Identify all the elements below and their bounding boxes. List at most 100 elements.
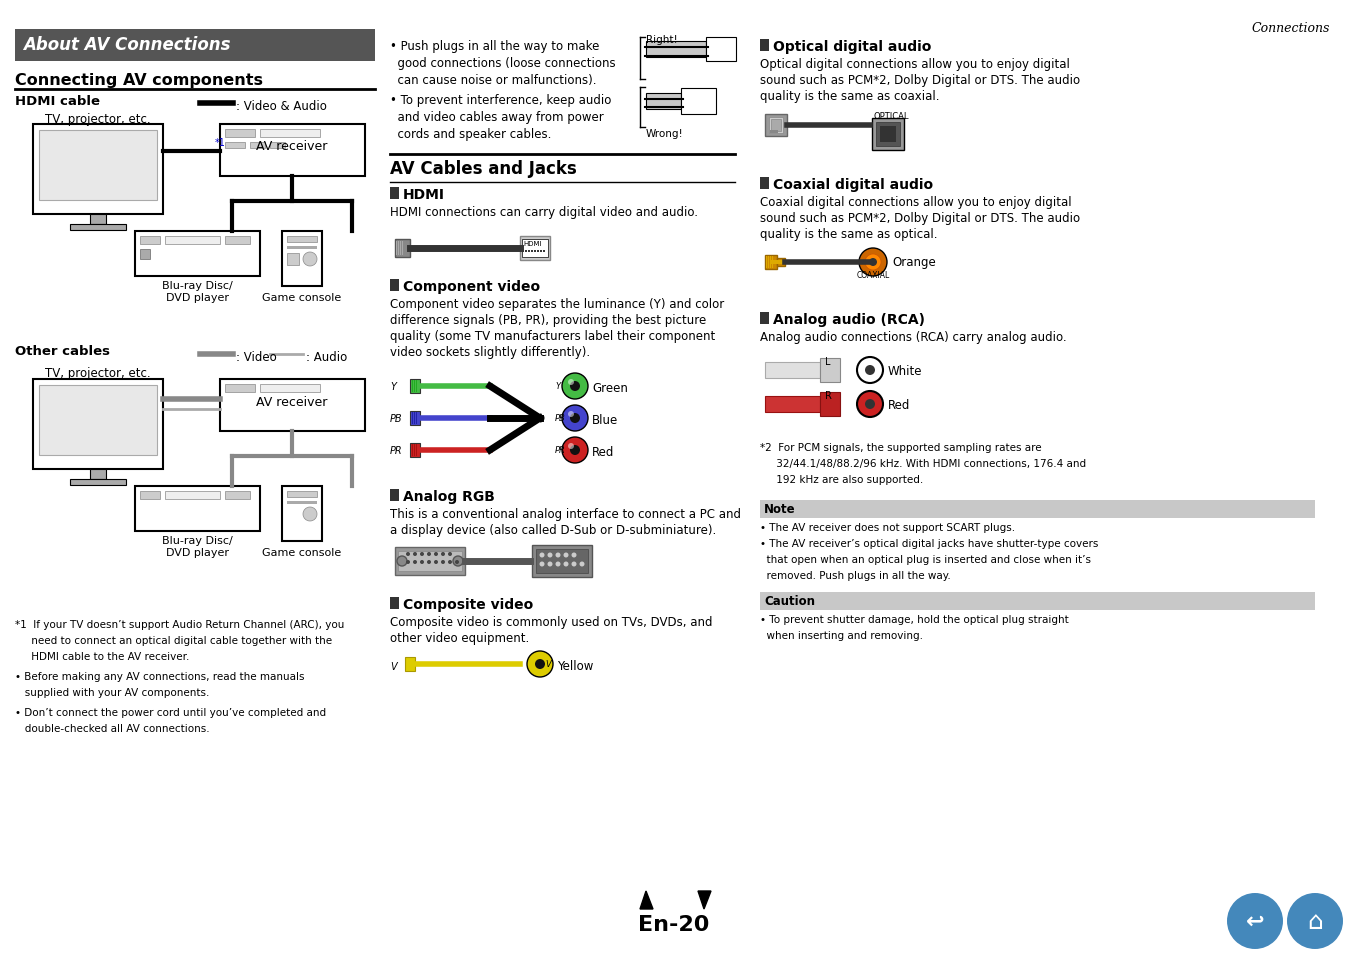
Text: video sockets slightly differently).: video sockets slightly differently). — [390, 346, 590, 358]
Text: PB: PB — [390, 414, 403, 423]
Bar — [249, 143, 266, 149]
Circle shape — [531, 251, 532, 253]
Text: • The AV receiver’s optical digital jacks have shutter-type covers: • The AV receiver’s optical digital jack… — [760, 538, 1099, 548]
Text: : Audio: : Audio — [306, 351, 348, 364]
Circle shape — [303, 253, 317, 267]
Bar — [287, 501, 317, 504]
Text: difference signals (PB, PR), providing the best picture: difference signals (PB, PR), providing t… — [390, 314, 706, 327]
Bar — [260, 130, 319, 138]
Text: AV receiver: AV receiver — [256, 140, 328, 153]
Text: HDMI: HDMI — [403, 188, 445, 202]
Text: L: L — [825, 356, 830, 367]
Bar — [876, 123, 900, 147]
Circle shape — [453, 557, 462, 566]
Text: Optical digital audio: Optical digital audio — [772, 40, 931, 54]
Text: can cause noise or malfunctions).: can cause noise or malfunctions). — [390, 74, 597, 87]
Text: TV, projector, etc.: TV, projector, etc. — [44, 367, 151, 379]
Text: : Video & Audio: : Video & Audio — [236, 100, 326, 112]
Bar — [410, 443, 421, 457]
Circle shape — [522, 251, 524, 253]
Text: ↩: ↩ — [1246, 911, 1264, 931]
Text: Composite video is commonly used on TVs, DVDs, and: Composite video is commonly used on TVs,… — [390, 616, 713, 628]
Circle shape — [539, 562, 545, 567]
Circle shape — [537, 251, 539, 253]
Bar — [90, 214, 106, 225]
Circle shape — [857, 357, 883, 384]
Bar — [225, 130, 255, 138]
Circle shape — [1227, 893, 1283, 949]
Text: 32/44.1/48/88.2/96 kHz. With HDMI connections, 176.4 and: 32/44.1/48/88.2/96 kHz. With HDMI connec… — [760, 458, 1086, 469]
Text: AV Cables and Jacks: AV Cables and Jacks — [390, 160, 577, 178]
Text: R: R — [825, 391, 832, 400]
Bar — [872, 119, 905, 151]
Text: cords and speaker cables.: cords and speaker cables. — [390, 128, 551, 141]
Circle shape — [869, 258, 878, 267]
Text: Yellow: Yellow — [557, 659, 593, 672]
Bar — [90, 470, 106, 479]
Circle shape — [572, 553, 577, 558]
Text: PR: PR — [555, 446, 566, 455]
Bar — [39, 386, 156, 456]
Text: HDMI: HDMI — [523, 241, 542, 247]
Text: Game console: Game console — [263, 547, 341, 558]
Text: Note: Note — [764, 502, 795, 516]
Text: Blu-ray Disc/: Blu-ray Disc/ — [162, 536, 232, 545]
Bar — [410, 379, 421, 394]
Text: HDMI connections can carry digital video and audio.: HDMI connections can carry digital video… — [390, 206, 698, 219]
Bar — [404, 658, 415, 671]
Circle shape — [535, 659, 545, 669]
Circle shape — [562, 406, 588, 432]
Circle shape — [434, 553, 438, 557]
Text: sound such as PCM*2, Dolby Digital or DTS. The audio: sound such as PCM*2, Dolby Digital or DT… — [760, 212, 1080, 225]
Text: HDMI cable: HDMI cable — [15, 95, 100, 108]
Text: other video equipment.: other video equipment. — [390, 631, 530, 644]
Bar — [395, 240, 410, 257]
Circle shape — [568, 379, 574, 386]
Bar — [760, 593, 1316, 610]
Bar — [287, 253, 299, 266]
Circle shape — [570, 446, 580, 456]
Text: 192 kHz are also supported.: 192 kHz are also supported. — [760, 475, 923, 484]
Text: • To prevent shutter damage, hold the optical plug straight: • To prevent shutter damage, hold the op… — [760, 615, 1069, 624]
Text: COAXIAL: COAXIAL — [856, 271, 890, 280]
Text: Red: Red — [888, 398, 910, 412]
Circle shape — [539, 553, 545, 558]
Bar — [681, 89, 716, 115]
Circle shape — [857, 392, 883, 417]
Bar — [520, 236, 550, 261]
Bar — [220, 379, 365, 432]
Circle shape — [303, 507, 317, 521]
Bar — [772, 131, 774, 133]
Circle shape — [441, 553, 445, 557]
Text: Other cables: Other cables — [15, 345, 111, 357]
Bar — [390, 280, 399, 292]
Bar — [820, 358, 840, 382]
Text: supplied with your AV components.: supplied with your AV components. — [15, 687, 209, 698]
Bar — [225, 143, 245, 149]
Bar — [287, 492, 317, 497]
Circle shape — [562, 374, 588, 399]
Circle shape — [527, 651, 553, 678]
Circle shape — [448, 553, 452, 557]
Bar — [140, 250, 150, 260]
Text: Red: Red — [592, 446, 615, 458]
Text: Wrong!: Wrong! — [646, 129, 683, 139]
Bar — [880, 127, 896, 143]
Text: a display device (also called D-Sub or D-subminiature).: a display device (also called D-Sub or D… — [390, 523, 716, 537]
Bar — [225, 492, 249, 499]
Bar — [771, 120, 780, 132]
Bar — [287, 236, 317, 243]
Circle shape — [865, 366, 875, 375]
Circle shape — [524, 251, 527, 253]
Bar — [532, 545, 592, 578]
Text: ⌂: ⌂ — [1308, 909, 1322, 933]
Circle shape — [412, 560, 417, 564]
Circle shape — [406, 560, 410, 564]
Bar — [32, 379, 163, 470]
Bar — [760, 178, 768, 190]
Bar — [760, 500, 1316, 518]
Bar — [390, 490, 399, 501]
Bar — [164, 236, 220, 245]
Bar — [410, 412, 421, 426]
Bar — [260, 385, 319, 393]
